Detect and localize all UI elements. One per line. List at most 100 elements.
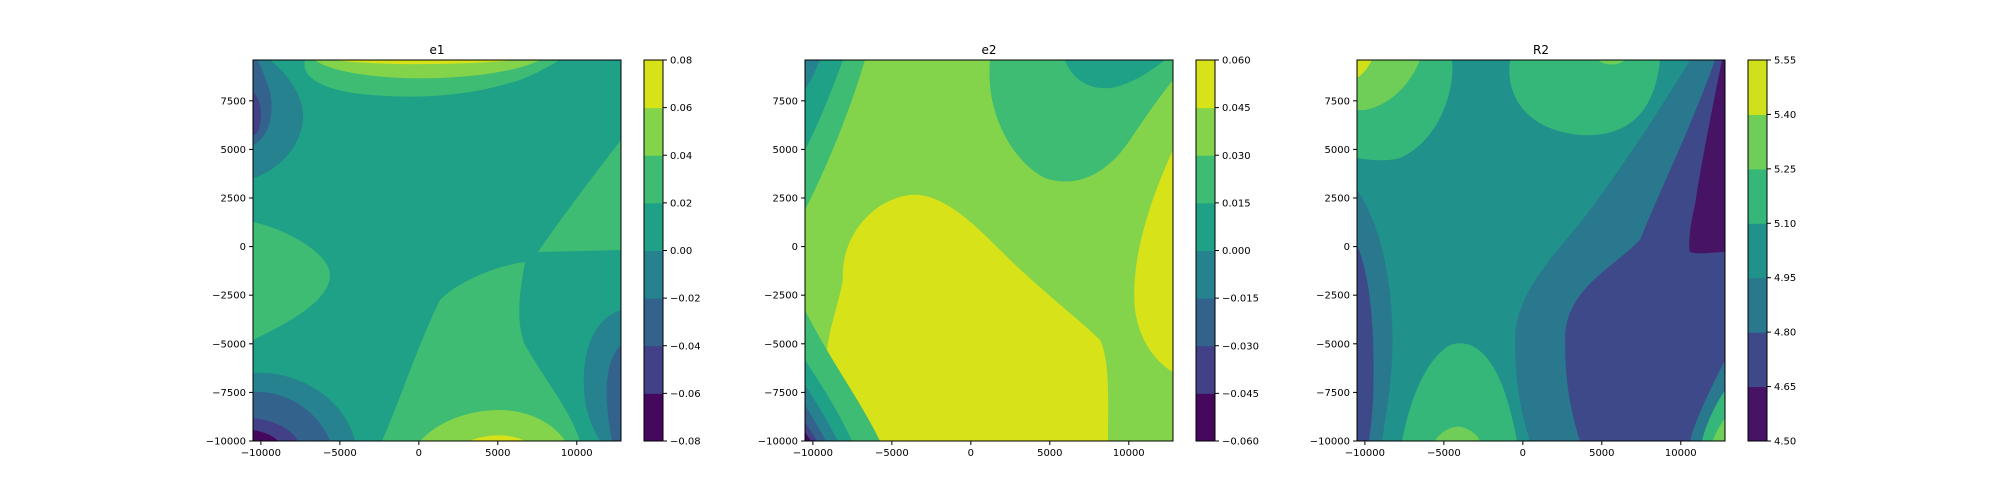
colorbar: −0.08 −0.06 −0.04 −0.02 0.00 0.02 0.04 0.06 0.08 bbox=[643, 56, 701, 448]
plot-frame bbox=[804, 59, 1174, 442]
colorbar-tick-label: −0.030 bbox=[1222, 341, 1259, 352]
contour-band bbox=[826, 194, 1109, 441]
colorbar-band bbox=[1748, 332, 1767, 388]
y-tick-label: −2500 bbox=[764, 291, 798, 302]
contour-band bbox=[538, 140, 621, 252]
colorbar-tick-label: 0.060 bbox=[1222, 56, 1251, 67]
contour-band bbox=[253, 222, 330, 340]
chart-title: e1 bbox=[429, 43, 444, 57]
x-tick-label: −5000 bbox=[875, 448, 909, 459]
x-tick-label: −5000 bbox=[1427, 448, 1461, 459]
contour-band bbox=[1565, 60, 1725, 441]
y-tick-label: −5000 bbox=[764, 339, 798, 350]
contour-band bbox=[1598, 60, 1625, 65]
contour-band bbox=[606, 345, 621, 441]
colorbar-band bbox=[1196, 393, 1215, 442]
contour-plot-area bbox=[1357, 60, 1725, 441]
contour-band bbox=[1357, 60, 1372, 78]
contour-band bbox=[805, 60, 843, 150]
contour-band bbox=[1134, 150, 1173, 372]
colorbar-tick-label: 0.015 bbox=[1222, 198, 1251, 209]
plot-frame bbox=[1356, 59, 1726, 442]
colorbar-band bbox=[644, 250, 663, 299]
colorbar-tick-label: 4.65 bbox=[1774, 382, 1796, 393]
contour-band bbox=[989, 60, 1173, 182]
y-tick-label: −7500 bbox=[1316, 388, 1350, 399]
colorbar-tick-label: 0.000 bbox=[1222, 246, 1251, 257]
chart-panel-e2: e2 −10000 −5000 0 5000 10000 −10000 −7500 −500… bbox=[758, 43, 1259, 459]
colorbar-band bbox=[644, 155, 663, 204]
colorbar-band bbox=[1196, 60, 1215, 109]
colorbar-band bbox=[644, 345, 663, 394]
colorbar-tick-label: 0.045 bbox=[1222, 103, 1251, 114]
y-tick-label: 0 bbox=[1344, 242, 1350, 253]
contour-band bbox=[1435, 426, 1480, 441]
colorbar-tick-label: 0.04 bbox=[670, 151, 692, 162]
colorbar-tick-label: −0.06 bbox=[670, 389, 701, 400]
contour-plot-area bbox=[805, 60, 1173, 441]
x-tick-label: 5000 bbox=[1589, 448, 1614, 459]
colorbar-band bbox=[1748, 168, 1767, 224]
chart-panel-e1: e1 −10 bbox=[206, 43, 701, 459]
contour-band bbox=[253, 92, 261, 136]
colorbar-tick-label: −0.08 bbox=[670, 437, 701, 448]
x-tick-label: 5000 bbox=[485, 448, 510, 459]
colorbar-tick-label: 0.08 bbox=[670, 56, 692, 67]
y-tick-label: 5000 bbox=[773, 145, 798, 156]
y-tick-label: 0 bbox=[792, 242, 798, 253]
colorbar-band bbox=[644, 60, 663, 109]
colorbar-band bbox=[1196, 107, 1215, 156]
colorbar-band bbox=[1748, 223, 1767, 279]
colorbar-tick-label: 0.06 bbox=[670, 103, 692, 114]
y-tick-label: −5000 bbox=[1316, 339, 1350, 350]
colorbar-tick-label: −0.045 bbox=[1222, 389, 1259, 400]
contour-band bbox=[1509, 60, 1660, 136]
colorbar-tick-label: 5.55 bbox=[1774, 56, 1796, 67]
contour-band bbox=[805, 60, 820, 90]
y-tick-label: 7500 bbox=[221, 96, 246, 107]
contour-band bbox=[420, 410, 565, 441]
colorbar-tick-label: −0.060 bbox=[1222, 437, 1259, 448]
x-axis: −10000 −5000 0 5000 10000 bbox=[241, 441, 593, 459]
y-tick-label: 7500 bbox=[773, 96, 798, 107]
contour-plot-area bbox=[253, 60, 621, 441]
contour-band bbox=[382, 262, 580, 441]
colorbar-band bbox=[1748, 277, 1767, 333]
colorbar-tick-label: −0.04 bbox=[670, 341, 701, 352]
x-tick-label: 0 bbox=[416, 448, 422, 459]
contour-band bbox=[1357, 60, 1420, 110]
y-tick-label: 5000 bbox=[1325, 145, 1350, 156]
colorbar-tick-label: 0.030 bbox=[1222, 151, 1251, 162]
colorbar: −0.060 −0.045 −0.030 −0.015 0.000 0.015 0.030 0… bbox=[1195, 56, 1259, 448]
contour-band bbox=[1402, 343, 1517, 441]
colorbar-band bbox=[1196, 155, 1215, 204]
contour-band bbox=[1689, 60, 1725, 254]
y-tick-label: 7500 bbox=[1325, 96, 1350, 107]
y-tick-label: −10000 bbox=[758, 437, 798, 448]
colorbar-tick-label: 5.10 bbox=[1774, 219, 1796, 230]
contour-band bbox=[1065, 60, 1165, 89]
colorbar-tick-label: 4.80 bbox=[1774, 328, 1796, 339]
x-tick-label: −10000 bbox=[241, 448, 281, 459]
contour-band bbox=[805, 432, 811, 441]
chart-panel-r2: R2 −10000 −5000 0 5000 10000 bbox=[1310, 43, 1796, 459]
contour-band bbox=[470, 435, 525, 441]
y-tick-label: −10000 bbox=[1310, 437, 1350, 448]
y-tick-label: −5000 bbox=[212, 339, 246, 350]
colorbar-tick-label: −0.015 bbox=[1222, 294, 1259, 305]
colorbar-tick-label: 0.00 bbox=[670, 246, 692, 257]
contour-band bbox=[1713, 418, 1725, 441]
contour-band bbox=[253, 430, 278, 441]
contour-band bbox=[805, 422, 817, 441]
colorbar-tick-label: 4.95 bbox=[1774, 273, 1796, 284]
x-tick-label: 0 bbox=[1520, 448, 1526, 459]
y-tick-label: 2500 bbox=[773, 194, 798, 205]
colorbar-band bbox=[1196, 298, 1215, 347]
contour-band bbox=[1357, 245, 1374, 441]
colorbar-band bbox=[1196, 345, 1215, 394]
colorbar-band bbox=[644, 393, 663, 442]
x-tick-label: −5000 bbox=[323, 448, 357, 459]
y-axis: −10000 −7500 −5000 −2500 0 2500 5000 7500 bbox=[206, 96, 253, 448]
colorbar-band bbox=[1748, 386, 1767, 442]
